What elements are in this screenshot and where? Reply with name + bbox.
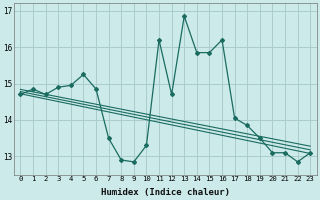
- X-axis label: Humidex (Indice chaleur): Humidex (Indice chaleur): [101, 188, 230, 197]
